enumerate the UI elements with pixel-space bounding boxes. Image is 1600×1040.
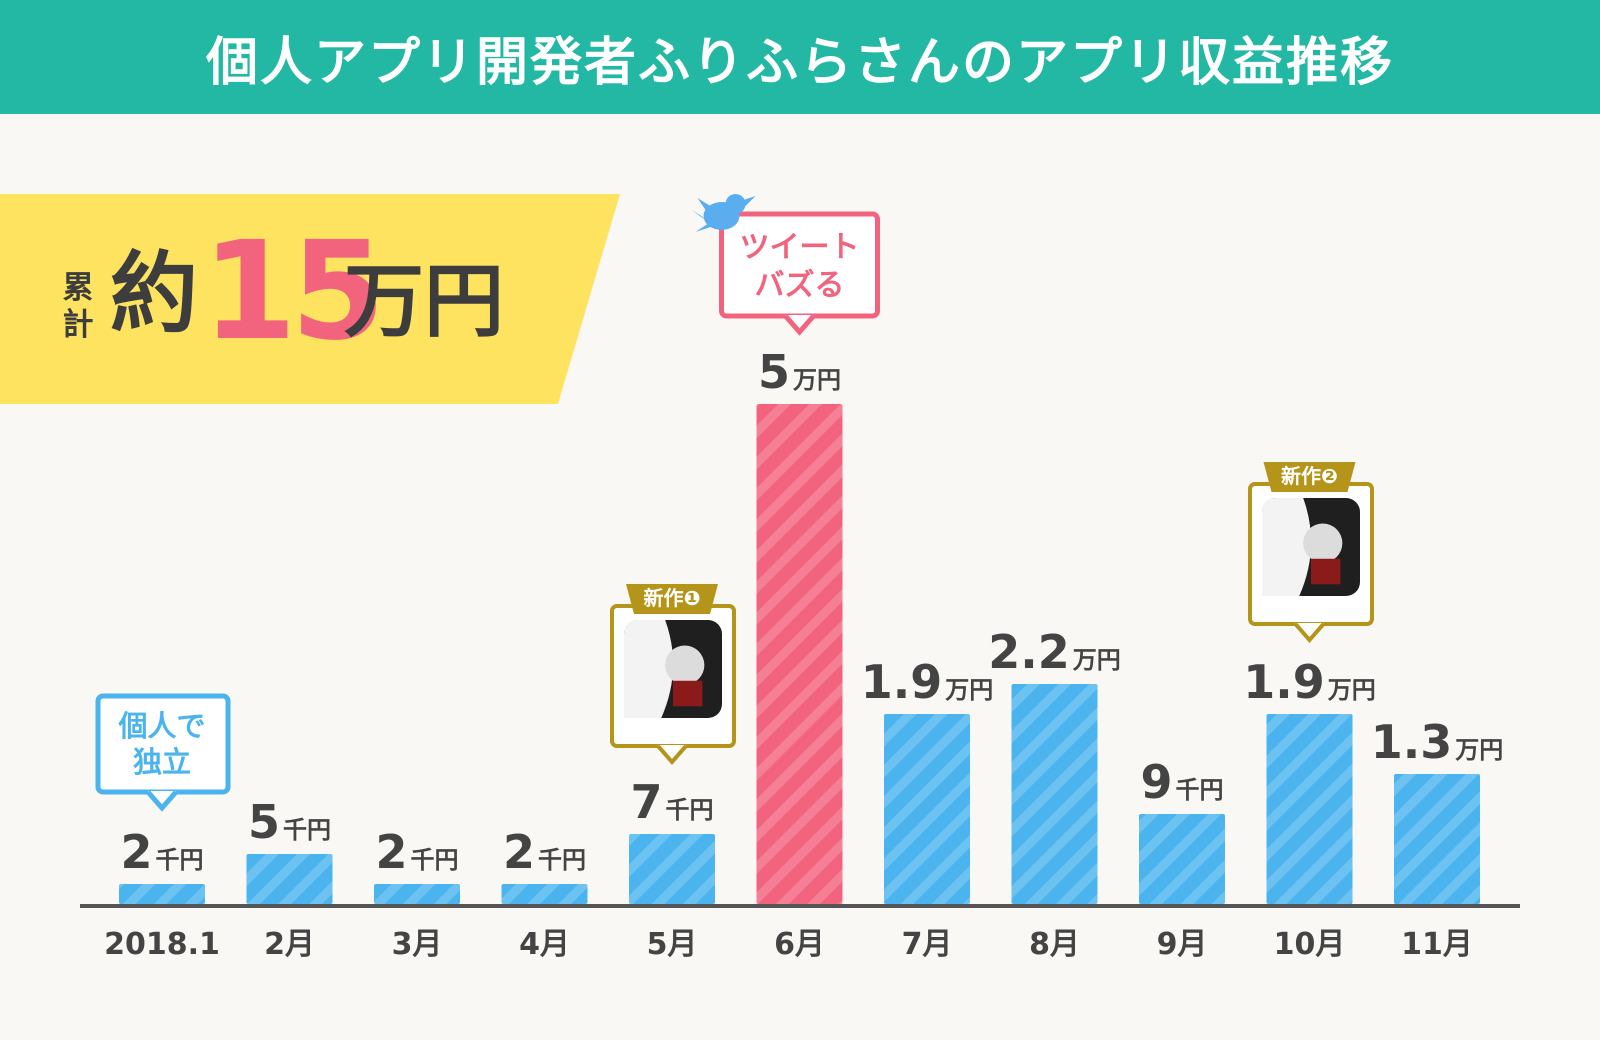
page-title: 個人アプリ開発者ふりふらさんのアプリ収益推移 bbox=[205, 32, 1394, 93]
bar-value-label-6: 1.9 万円 bbox=[861, 655, 994, 709]
bar-value-label-4: 7 千円 bbox=[630, 775, 713, 829]
bar-3 bbox=[501, 884, 588, 904]
summary-prefix: 約 bbox=[110, 242, 199, 345]
bar-8 bbox=[1139, 814, 1225, 904]
summary-banner bbox=[0, 194, 620, 404]
callout-tweet-text: ツイートバズる bbox=[740, 230, 860, 303]
app-icon bbox=[1262, 498, 1360, 596]
callout-new-app-2-label: 新作❷ bbox=[1281, 464, 1338, 488]
callout-independent: 個人で独立 bbox=[95, 693, 231, 812]
bar-6 bbox=[884, 714, 970, 904]
bar-9 bbox=[1266, 714, 1353, 904]
bar-5 bbox=[756, 404, 843, 904]
labels-layer: 2 千円5 千円 2 千円 2 千円7 千円5 万円1.9 万円2.2 万円9 千円1.9 万円1.3 万… bbox=[120, 345, 1503, 879]
bar-value-label-0: 2 千円 bbox=[120, 825, 203, 879]
bar-4 bbox=[629, 834, 715, 904]
summary-unit: 万円 bbox=[344, 255, 504, 348]
bar-value-label-7: 2.2 万円 bbox=[988, 625, 1121, 679]
bar-0 bbox=[119, 884, 205, 904]
month-label-4: 5月 bbox=[647, 927, 698, 962]
bars-layer bbox=[119, 404, 1480, 904]
month-labels: 2018.1 2月 3月 4月 5月 6月 7月 8月 9月 10月 11月 bbox=[104, 927, 1473, 962]
callout-new-app-1: 新作❶ bbox=[610, 584, 736, 766]
bar-value-label-3: 2 千円 bbox=[503, 825, 586, 879]
callout-independent-text: 個人で独立 bbox=[117, 709, 205, 779]
bar-value-label-1: 5 千円 bbox=[248, 795, 331, 849]
month-label-8: 9月 bbox=[1157, 927, 1208, 962]
month-label-2: 3月 bbox=[392, 927, 443, 962]
bar-value-label-5: 5 万円 bbox=[758, 345, 841, 399]
callout-new-app-1-label: 新作❶ bbox=[644, 586, 701, 610]
month-label-9: 10月 bbox=[1274, 927, 1346, 962]
month-label-0: 2018.1 bbox=[104, 927, 220, 962]
summary-label: 累 計 bbox=[62, 270, 94, 343]
month-label-6: 7月 bbox=[902, 927, 953, 962]
bar-value-label-10: 1.3 万円 bbox=[1371, 715, 1504, 769]
bar-value-label-2: 2 千円 bbox=[375, 825, 458, 879]
bar-1 bbox=[246, 854, 333, 904]
summary-amount: 15 bbox=[202, 213, 385, 371]
header-bar: 個人アプリ開発者ふりふらさんのアプリ収益推移 bbox=[0, 0, 1600, 114]
month-label-10: 11月 bbox=[1401, 927, 1473, 962]
month-label-5: 6月 bbox=[774, 927, 825, 962]
bar-7 bbox=[1011, 684, 1098, 904]
bar-10 bbox=[1394, 774, 1480, 904]
callout-new-app-2: 新作❷ bbox=[1248, 462, 1374, 644]
bar-value-label-9: 1.9 万円 bbox=[1243, 655, 1376, 709]
app-icon bbox=[624, 620, 722, 718]
month-label-7: 8月 bbox=[1029, 927, 1080, 962]
callout-tweet: ツイートバズる bbox=[719, 211, 880, 336]
bar-value-label-8: 9 千円 bbox=[1140, 755, 1223, 809]
month-label-3: 4月 bbox=[519, 927, 570, 962]
bar-2 bbox=[374, 884, 460, 904]
twitter-bird-icon bbox=[691, 194, 756, 232]
month-label-1: 2月 bbox=[264, 927, 315, 962]
